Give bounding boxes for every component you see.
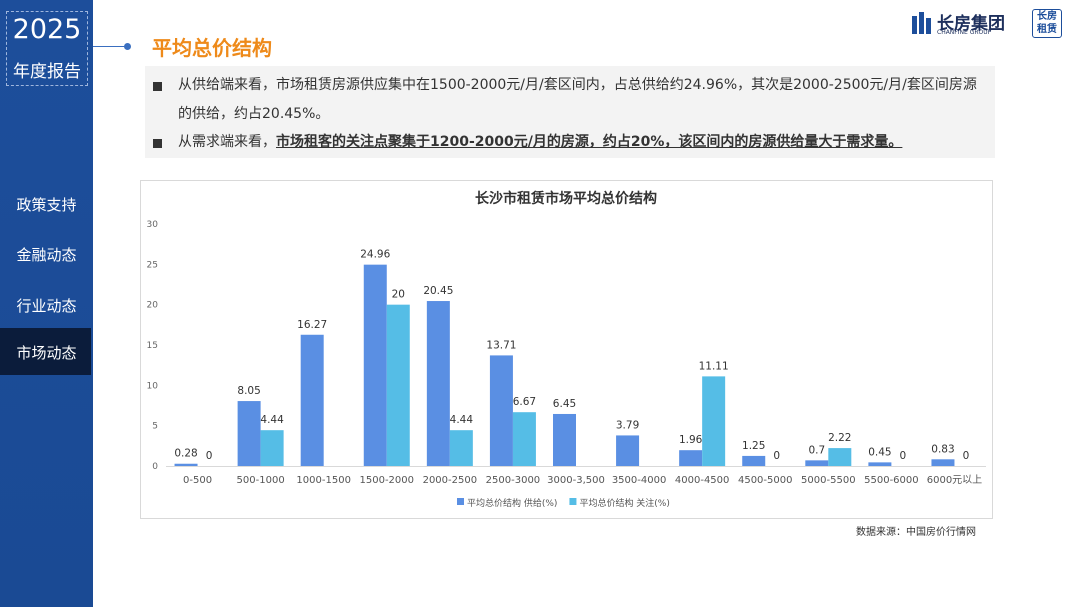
bar	[553, 413, 576, 466]
x-tick-label: 3000-3,500	[547, 475, 605, 486]
x-tick-label: 1500-2000	[360, 475, 415, 486]
legend-label: 平均总价结构 供给(%)	[467, 497, 557, 509]
bar	[363, 264, 387, 466]
y-tick-label: 25	[147, 260, 158, 270]
data-label: 0.7	[808, 444, 825, 456]
bar	[426, 301, 450, 466]
legend-swatch	[457, 498, 464, 505]
bar	[931, 459, 955, 466]
y-tick-label: 20	[147, 301, 159, 311]
year-box	[6, 11, 88, 86]
badge-text: 租赁	[1037, 24, 1057, 35]
data-label: 6.45	[553, 398, 576, 410]
legend-label: 平均总价结构 关注(%)	[579, 497, 669, 509]
x-tick-label: 6000元以上	[927, 474, 982, 486]
bar	[679, 450, 703, 466]
report-label: 年度报告	[13, 62, 81, 82]
data-label: 0.83	[931, 443, 954, 455]
data-label: 0	[900, 450, 907, 462]
data-label: 0.28	[174, 448, 197, 460]
badge-text: 长房	[1037, 11, 1057, 22]
year: 2025	[12, 14, 82, 45]
menu-item[interactable]: 金融动态	[16, 246, 77, 264]
x-tick-label: 2000-2500	[423, 475, 478, 486]
x-tick-label: 5500-6000	[864, 475, 919, 486]
bar	[512, 412, 536, 466]
bullet-emphasis: 市场租客的关注点聚集于1200-2000元/月的房源，约占20%，该区间内的房源…	[276, 134, 903, 150]
logo-icon	[912, 12, 931, 34]
menu-item[interactable]: 市场动态	[16, 344, 77, 362]
page-title: 平均总价结构	[152, 36, 272, 60]
data-label: 4.44	[450, 414, 474, 426]
bar	[616, 435, 640, 466]
data-label: 6.67	[513, 396, 536, 408]
chart-title: 长沙市租赁市场平均总价结构	[475, 190, 657, 207]
bar	[260, 430, 284, 466]
bar	[300, 334, 324, 466]
x-tick-label: 0-500	[183, 475, 212, 486]
x-tick-label: 4000-4500	[675, 475, 730, 486]
data-label: 1.25	[742, 440, 765, 452]
sidebar	[0, 0, 93, 607]
x-tick-label: 5000-5500	[801, 475, 856, 486]
bar	[868, 462, 892, 466]
data-label: 8.05	[237, 385, 260, 397]
data-label: 20	[392, 289, 405, 301]
chart-frame	[140, 180, 993, 519]
x-tick-label: 1000-1500	[296, 475, 351, 486]
bar	[174, 463, 198, 466]
data-label: 0	[773, 450, 780, 462]
data-label: 24.96	[360, 249, 390, 261]
bullet-box	[145, 66, 995, 158]
source: 数据来源：中国房价行情网	[856, 527, 976, 538]
data-label: 2.22	[828, 432, 851, 444]
data-label: 0.45	[868, 446, 891, 458]
data-label: 11.11	[699, 360, 729, 372]
bar	[742, 455, 766, 466]
data-label: 0	[963, 450, 970, 462]
y-tick-label: 15	[147, 341, 158, 351]
legend-swatch	[569, 498, 577, 505]
data-label: 13.71	[486, 339, 516, 351]
y-tick-label: 0	[152, 462, 158, 472]
title-rule	[93, 46, 127, 47]
bullet-text: 从需求端来看，	[178, 134, 276, 150]
bar	[805, 460, 829, 466]
bar	[702, 376, 726, 466]
title-dot	[124, 43, 131, 50]
data-label: 0	[206, 450, 213, 462]
y-tick-label: 5	[152, 422, 158, 432]
x-tick-label: 3500-4000	[612, 475, 667, 486]
data-label: 4.44	[260, 414, 284, 426]
bar	[828, 448, 852, 466]
menu-item[interactable]: 行业动态	[16, 297, 77, 315]
bar	[237, 401, 261, 466]
y-tick-label: 10	[147, 381, 159, 391]
badge: 长房 租赁	[1032, 9, 1062, 38]
bar	[386, 304, 410, 466]
data-label: 16.27	[297, 319, 327, 331]
y-tick-label: 30	[147, 220, 159, 230]
data-label: 1.96	[679, 434, 703, 446]
data-label: 20.45	[423, 285, 453, 297]
bullet: 从需求端来看，市场租客的关注点聚集于1200-2000元/月的房源，约占20%，…	[178, 128, 990, 157]
logo-text: 长房集团	[937, 14, 1005, 34]
bar	[449, 430, 473, 466]
bullet-marker	[153, 139, 162, 148]
bar	[489, 355, 513, 466]
x-tick-label: 2500-3000	[486, 475, 541, 486]
x-tick-label: 4500-5000	[738, 475, 793, 486]
x-tick-label: 500-1000	[237, 475, 285, 486]
data-label: 3.79	[616, 419, 639, 431]
bullet-marker	[153, 82, 162, 91]
menu-item[interactable]: 政策支持	[16, 196, 77, 214]
active-menu-bg	[0, 328, 91, 375]
bullet: 从供给端来看，市场租赁房源供应集中在1500-2000元/月/套区间内，占总供给…	[178, 77, 977, 122]
logo-en: CHANFINE GROUP	[937, 29, 992, 36]
